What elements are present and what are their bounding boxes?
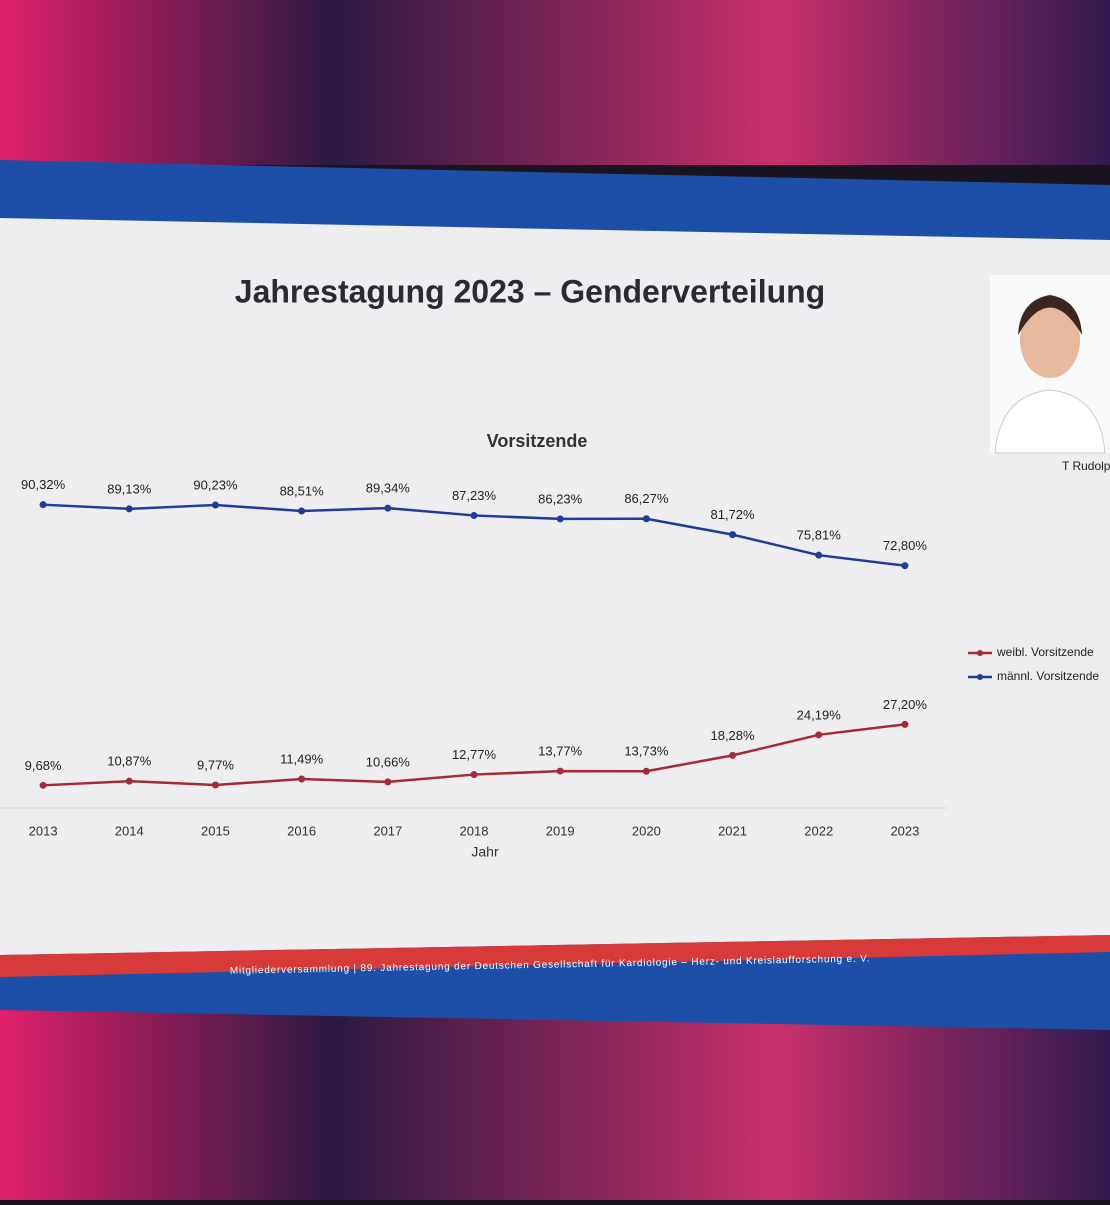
- data-label: 89,34%: [366, 481, 411, 496]
- x-tick-label: 2020: [632, 823, 661, 838]
- data-label: 13,73%: [624, 744, 669, 759]
- data-label: 11,49%: [280, 751, 324, 766]
- data-label: 10,87%: [107, 754, 152, 769]
- photo-caption: T Rudolp: [1062, 459, 1110, 473]
- plot: 2013 2014 2015 2016 2017 2018 2019 2020 2021 2022…: [0, 477, 1099, 838]
- data-point: [384, 504, 392, 512]
- data-point: [815, 731, 823, 739]
- legend-marker: [977, 674, 983, 680]
- data-label: 86,23%: [538, 491, 583, 506]
- data-label: 89,13%: [107, 481, 152, 496]
- data-label: 90,23%: [193, 477, 238, 492]
- data-label: 10,66%: [366, 754, 411, 769]
- chart-title: Vorsitzende: [487, 431, 588, 451]
- data-point: [470, 771, 478, 779]
- slide-title: Jahrestagung 2023 – Genderverteilung: [235, 273, 825, 309]
- data-label: 72,80%: [883, 538, 928, 553]
- legend-marker: [977, 650, 983, 656]
- data-label: 9,68%: [25, 758, 62, 773]
- x-axis-label: Jahr: [471, 844, 499, 860]
- data-point: [125, 505, 133, 513]
- data-point: [901, 562, 909, 570]
- data-point: [729, 531, 737, 539]
- data-point: [211, 781, 219, 789]
- x-tick-label: 2021: [718, 823, 747, 838]
- data-label: 13,77%: [538, 744, 583, 759]
- legend-label: männl. Vorsitzende: [997, 669, 1099, 683]
- x-tick-label: 2019: [546, 823, 575, 838]
- data-label: 9,77%: [197, 757, 234, 772]
- photo-coat: [994, 389, 1106, 454]
- legend-label: weibl. Vorsitzende: [996, 645, 1094, 659]
- data-point: [125, 777, 133, 785]
- data-point: [642, 515, 650, 523]
- data-label: 90,32%: [21, 477, 66, 492]
- data-label: 88,51%: [280, 483, 325, 498]
- data-point: [729, 751, 737, 759]
- data-label: 24,19%: [797, 707, 842, 722]
- x-tick-label: 2022: [804, 823, 833, 838]
- data-point: [384, 778, 392, 786]
- data-point: [556, 515, 564, 523]
- data-point: [901, 720, 909, 728]
- x-tick-label: 2018: [460, 823, 489, 838]
- data-label: 75,81%: [797, 528, 842, 543]
- data-label: 87,23%: [452, 488, 497, 503]
- x-tick-label: 2015: [201, 823, 230, 838]
- slide: [0, 218, 1110, 955]
- x-tick-label: 2016: [287, 823, 316, 838]
- data-label: 81,72%: [710, 507, 755, 522]
- data-point: [298, 507, 306, 515]
- data-label: 18,28%: [710, 728, 755, 743]
- photo-hair: [1018, 295, 1082, 335]
- data-label: 27,20%: [883, 697, 928, 712]
- data-point: [211, 501, 219, 509]
- data-label: 12,77%: [452, 747, 497, 762]
- x-tick-label: 2017: [373, 823, 402, 838]
- stage-bottom: [0, 1010, 1110, 1200]
- photo-face: [1020, 302, 1080, 378]
- data-point: [39, 501, 47, 509]
- footer-band: [0, 935, 1110, 977]
- data-label: 86,27%: [624, 491, 669, 506]
- data-point: [642, 767, 650, 775]
- data-point: [298, 775, 306, 783]
- data-point: [39, 781, 47, 789]
- x-tick-label: 2014: [115, 823, 144, 838]
- x-tick-label: 2013: [29, 823, 58, 838]
- data-point: [815, 551, 823, 559]
- data-point: [556, 767, 564, 775]
- stage-top: [0, 0, 1110, 165]
- x-tick-label: 2023: [890, 823, 919, 838]
- data-point: [470, 511, 478, 519]
